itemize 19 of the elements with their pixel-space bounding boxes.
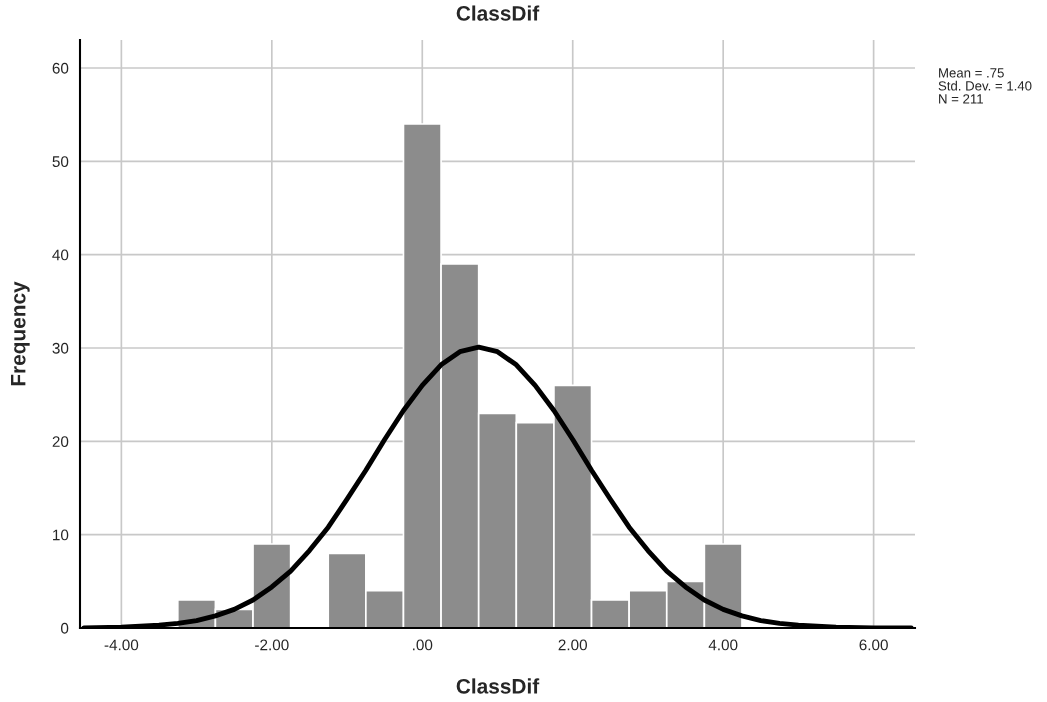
x-axis-title: ClassDif: [456, 678, 540, 694]
y-tick-label: 20: [52, 436, 69, 448]
y-tick-label: 0: [60, 622, 69, 634]
text: Mean = .75: [939, 68, 1004, 78]
y-tick-label: 10: [53, 529, 69, 541]
y-tick-label: 60: [52, 62, 69, 74]
text: N = 211: [939, 94, 983, 104]
x-tick-label: .00: [413, 639, 433, 651]
chart-title: ClassDif: [456, 5, 540, 21]
text: Std. Dev. = 1.40: [938, 80, 1032, 91]
x-tick-label: 6.00: [859, 639, 888, 651]
x-tick-label: 4.00: [708, 639, 738, 651]
y-tick-label: 50: [52, 156, 69, 168]
x-tick-label: -4.00: [104, 639, 139, 651]
x-tick-label: -2.00: [255, 639, 289, 651]
y-tick-label: 30: [52, 342, 69, 354]
y-axis-title: Frequency: [11, 281, 30, 386]
y-tick-label: 40: [52, 249, 69, 261]
x-tick-label: 2.00: [558, 639, 587, 651]
